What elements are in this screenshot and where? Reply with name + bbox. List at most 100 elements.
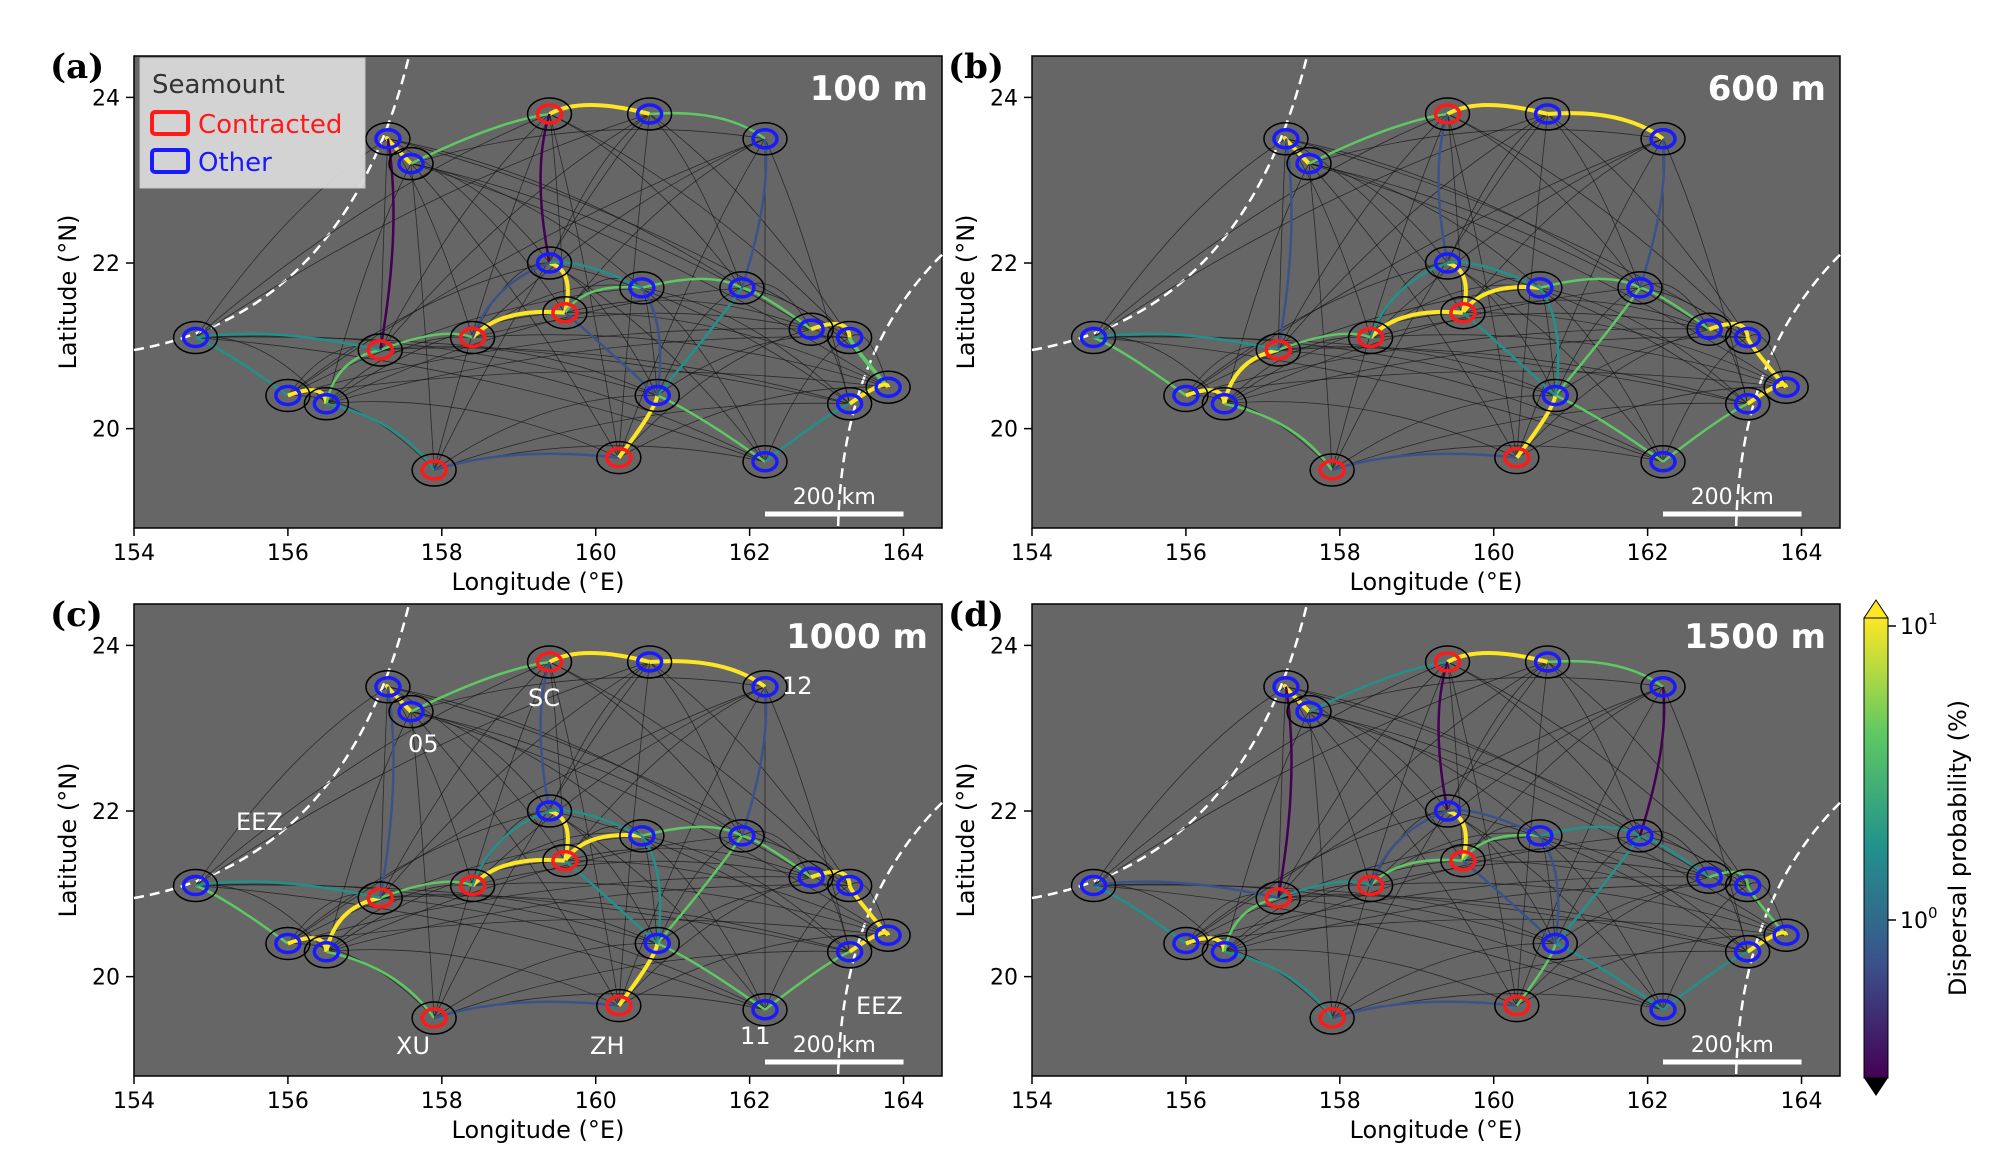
seamount-SC [535,651,564,673]
dispersal-connection [741,286,812,331]
seamount-C [1210,393,1239,415]
minor-connection [649,661,850,886]
seamount-contour [1640,670,1686,704]
dispersal-connection [1639,834,1710,879]
x-tick-label: 156 [267,541,309,566]
y-axis-label: Latitude (°N) [952,214,980,369]
seamount-contour [411,453,457,487]
dispersal-connection [433,452,619,472]
minor-connection [1308,676,1664,713]
minor-connection [1555,883,1748,944]
seamount-contour [357,333,403,367]
seamount-11 [1649,451,1677,473]
depth-label: 1500 m [1684,617,1826,657]
seamount-contour [1617,819,1663,853]
seamount-contour [265,926,311,961]
minor-connection [564,138,766,313]
seamount-ZH [605,994,633,1017]
minor-connection [1224,287,1640,405]
minor-connection [564,847,812,878]
minor-connection [326,287,742,405]
seamount-N [835,941,864,963]
y-axis-label: Latitude (°N) [54,762,82,917]
minor-connection [1224,835,1640,953]
minor-connection [1447,661,1641,837]
minor-connection [1277,661,1448,899]
minor-connection [326,860,565,953]
seamount-contour [172,868,219,903]
seamount-K [1626,825,1654,847]
minor-connection [1278,897,1664,1011]
seamount-contour [542,843,588,878]
y-tick-label: 24 [990,86,1018,111]
minor-connection [380,349,766,463]
seamount-XU [420,459,448,481]
seamount-contour [596,440,642,475]
minor-connection [1331,113,1448,471]
minor-connection [287,876,812,944]
y-tick-label: 24 [990,634,1018,659]
y-tick-label: 22 [990,252,1018,277]
minor-connection [1285,686,1464,861]
seamount-J [643,384,672,407]
x-tick-label: 162 [729,1089,771,1114]
minor-connection [1224,884,1748,953]
minor-connection [1539,835,1664,1010]
seamount-O [1772,924,1800,946]
minor-connection [1093,336,1748,405]
seamount-contour [1424,97,1471,131]
seamount-K [728,825,756,847]
minor-connection [1277,661,1548,899]
seamount-A [1079,874,1108,897]
x-tick-label: 158 [421,1089,463,1114]
minor-connection [549,661,850,886]
y-axis-label: Latitude (°N) [952,762,980,917]
seamount-contour [1532,378,1579,413]
seamount-05 [397,152,425,175]
minor-connection [387,686,743,837]
minor-connection [1308,163,1710,330]
dispersal-connection [549,808,643,837]
legend-title: Seamount [152,70,285,100]
seamount-I [1526,825,1554,847]
dispersal-connection [379,138,395,351]
minor-connection [1547,113,1748,338]
seamount-A [1079,326,1108,349]
seamount-J [1541,932,1570,955]
dispersal-connection [1447,260,1541,289]
seamount-H [1533,103,1562,125]
dispersal-connection [810,869,852,886]
minor-connection [1308,711,1787,936]
seamount-G [551,301,579,324]
minor-connection [1447,810,1664,1010]
seamount-contour [542,295,588,330]
minor-connection [1278,893,1556,944]
seamount-contour [172,320,219,355]
minor-connection [1224,336,1371,405]
x-axis-label: Longitude (°E) [452,1116,625,1144]
dispersal-connection [548,103,651,116]
minor-connection [1223,711,1310,952]
minor-connection [549,113,650,264]
seamount-contour [1724,320,1771,355]
map-background [1031,603,1841,1077]
minor-connection [1747,882,1787,936]
x-tick-label: 158 [1319,1089,1361,1114]
minor-connection [1539,287,1748,405]
dispersal-connection [548,651,651,664]
seamount-ZH [1503,994,1531,1017]
seamount-B [1172,932,1200,955]
x-tick-label: 160 [1473,1089,1515,1114]
minor-connection [1093,884,1748,953]
seamount-E [1356,874,1385,897]
panel-a: 154 156 158 160 162 164 20 22 24 Longitude (°E) La… [50,47,943,596]
dispersal-connection [379,686,395,899]
seamount-05 [1295,700,1323,723]
minor-connection [1308,163,1333,471]
seamount-contour [596,988,642,1023]
minor-connection [1093,138,1287,338]
minor-connection [1224,312,1463,405]
x-tick-label: 156 [1165,1089,1207,1114]
minor-connection [1662,138,1749,404]
seamount-contour [303,935,350,969]
